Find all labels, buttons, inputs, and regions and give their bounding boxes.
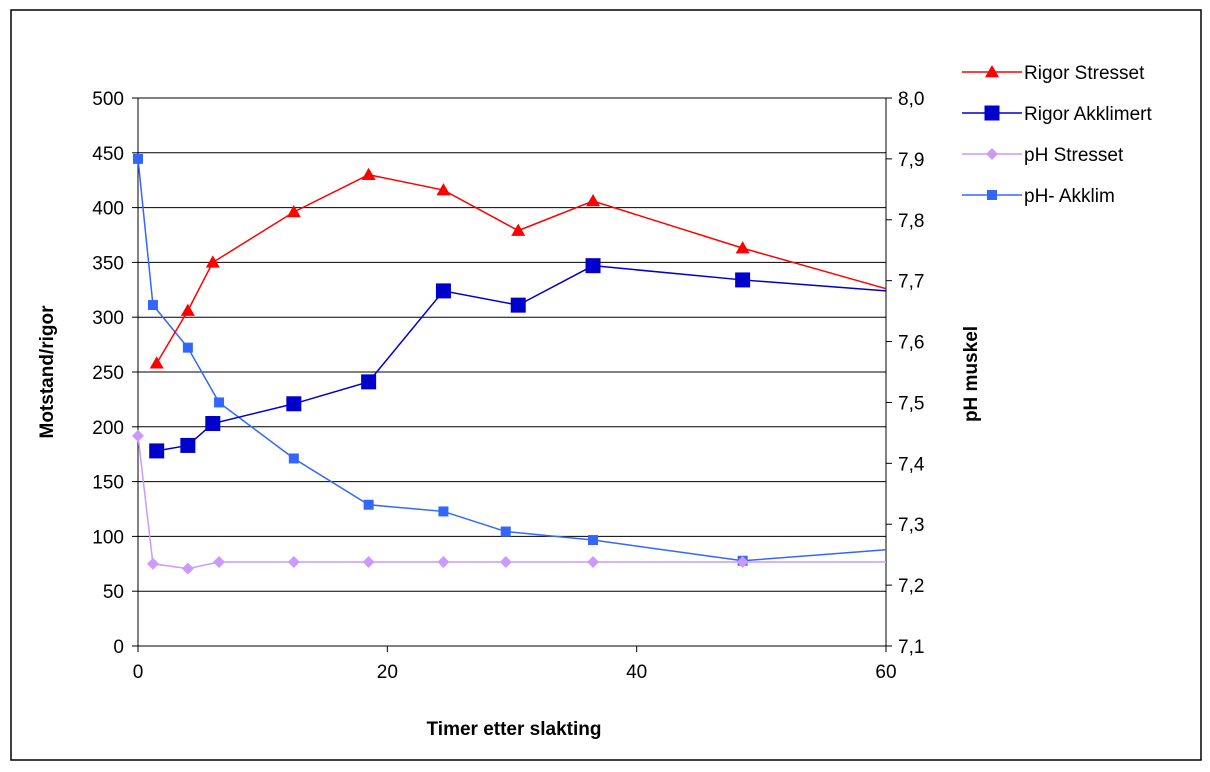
y-tick-label: 50 (103, 582, 124, 603)
gridlines (138, 97, 886, 592)
y-tick-label: 250 (92, 363, 124, 384)
y2-tick-label: 7,6 (898, 333, 924, 354)
x-tick-label: 60 (875, 662, 896, 683)
data-point (363, 499, 374, 510)
data-point (500, 526, 511, 537)
y2-tick-label: 8,0 (898, 89, 924, 110)
y-tick-label: 300 (92, 308, 124, 329)
y2-tick-label: 7,2 (898, 576, 924, 597)
data-point (361, 374, 377, 390)
data-point (288, 453, 299, 464)
data-point (146, 557, 159, 570)
legend-swatch-marker (987, 190, 997, 200)
data-point (735, 272, 751, 288)
legend-item: Rigor Stresset (962, 63, 1145, 84)
chart-border (10, 9, 1202, 761)
data-point (149, 443, 165, 459)
data-point (511, 223, 526, 236)
legend-item: pH- Akklim (962, 186, 1115, 207)
y2-tick-label: 7,9 (898, 150, 924, 171)
y-tick-label: 500 (92, 89, 124, 110)
data-point (586, 194, 601, 207)
legend-label: pH Stresset (1024, 145, 1124, 166)
data-point (736, 555, 749, 568)
data-point (181, 562, 194, 575)
data-point (361, 167, 376, 180)
tick-marks-and-labels: 0501001502002503003504004505007,17,27,37… (92, 89, 925, 683)
data-point (436, 183, 451, 196)
data-point (286, 396, 302, 412)
data-point (585, 258, 601, 274)
series-rigor-stresset (149, 167, 887, 369)
data-point (180, 303, 195, 316)
y-tick-label: 0 (113, 637, 124, 658)
data-point (587, 555, 600, 568)
legend-item: Rigor Akklimert (962, 104, 1152, 125)
legend-swatch-marker (985, 65, 999, 78)
data-point (287, 555, 300, 568)
y-tick-label: 400 (92, 199, 124, 220)
y-tick-label: 450 (92, 144, 124, 165)
data-point (147, 300, 158, 311)
data-point (435, 283, 451, 299)
data-series (132, 153, 887, 575)
data-point (182, 342, 193, 353)
x-tick-label: 40 (626, 662, 647, 683)
data-point (735, 241, 750, 254)
data-point (133, 153, 143, 164)
x-tick-label: 0 (133, 662, 144, 683)
data-point (588, 535, 599, 546)
y2-tick-label: 7,1 (898, 637, 924, 658)
data-point (132, 429, 144, 442)
data-point (213, 555, 226, 568)
data-point (205, 255, 220, 268)
legend-label: Rigor Akklimert (1024, 104, 1152, 125)
data-point (499, 555, 512, 568)
data-point (149, 356, 164, 369)
data-point (286, 204, 301, 218)
y-tick-label: 200 (92, 418, 124, 439)
series-rigor-akklimert (149, 258, 887, 459)
y2-tick-label: 7,5 (898, 393, 924, 414)
data-point (510, 297, 526, 313)
legend-label: pH- Akklim (1024, 186, 1115, 207)
y2-tick-label: 7,4 (898, 454, 925, 475)
series-line (156, 264, 887, 452)
y2-tick-label: 7,7 (898, 272, 924, 293)
x-tick-label: 20 (377, 662, 398, 683)
y2-tick-label: 7,8 (898, 211, 924, 232)
y-tick-label: 100 (92, 527, 124, 548)
data-point (362, 555, 375, 568)
legend-item: pH Stresset (962, 145, 1124, 166)
data-point (437, 555, 450, 568)
y2-tick-label: 7,3 (898, 515, 924, 536)
legend-swatch-marker (986, 148, 998, 160)
left-y-axis-title: Motstand/rigor (37, 305, 58, 439)
data-point (214, 397, 225, 408)
series-ph-stresset (132, 429, 886, 575)
y-tick-label: 150 (92, 473, 124, 494)
x-axis-title: Timer etter slakting (427, 719, 602, 740)
data-point (180, 437, 196, 453)
legend-label: Rigor Stresset (1024, 63, 1145, 84)
data-point (205, 416, 221, 432)
right-y-axis-title: pH muskel (961, 326, 982, 422)
series-line (156, 173, 887, 364)
legend-swatch-marker (984, 105, 1000, 121)
data-point (438, 506, 449, 517)
legend: Rigor Stresset Rigor Akklimert pH Stresset… (962, 63, 1152, 207)
y-tick-label: 350 (92, 253, 124, 274)
